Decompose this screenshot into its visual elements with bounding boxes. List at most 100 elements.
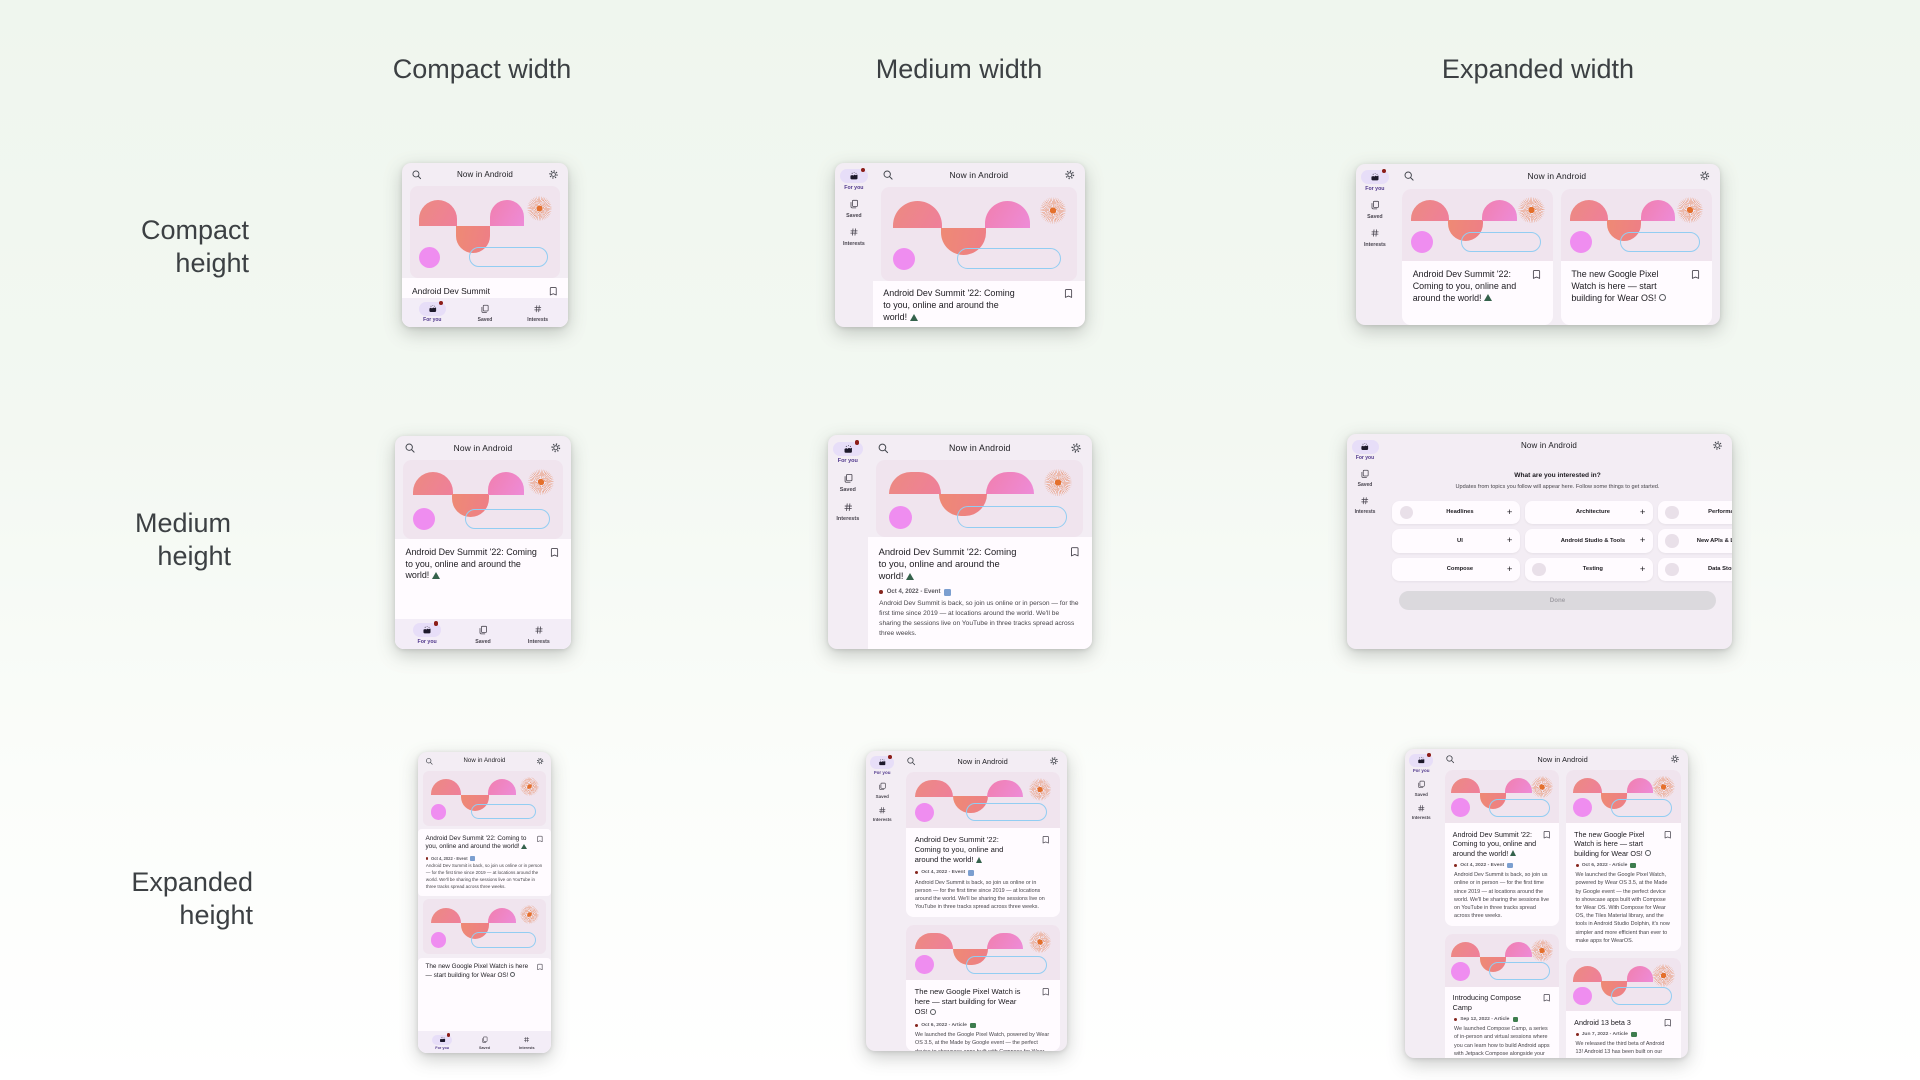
nav-item-interests[interactable]: Interests (840, 225, 868, 247)
article-card[interactable]: Android Dev Summit '22: Coming to you, o… (905, 772, 1060, 918)
nav-item-saved[interactable]: Saved (469, 623, 497, 645)
article-card[interactable]: Android Dev Summit '22: Coming to you, o… (867, 537, 1092, 649)
topic-chip-data-storage[interactable]: Data Storage+ (1657, 557, 1732, 582)
bookmark-icon[interactable] (1542, 993, 1551, 1002)
settings-gear-icon[interactable] (1712, 440, 1723, 451)
article-title: Android Dev Summit '22: Coming to you, o… (878, 546, 1017, 582)
notification-dot (860, 167, 865, 173)
topic-chip-headlines[interactable]: Headlines + (1392, 500, 1520, 525)
article-hero-image (881, 187, 1077, 281)
row-header-line: Expanded (131, 867, 253, 897)
wave-shape (487, 471, 525, 495)
nav-item-for-you[interactable]: For you (1360, 168, 1390, 192)
topic-chip-ui[interactable]: UI + (1392, 529, 1520, 553)
topic-avatar (1665, 534, 1679, 548)
topic-chip-architecture[interactable]: Architecture + (1524, 500, 1653, 525)
article-card[interactable]: Android 13 beta 3 Jun 7, 2022 - Article … (1566, 958, 1681, 1058)
article-title: Android Dev Summit '22: Coming to you, o… (405, 546, 537, 581)
nav-item-saved[interactable]: Saved (840, 197, 868, 219)
nav-item-saved[interactable]: Saved (471, 302, 498, 323)
settings-gear-icon[interactable] (1070, 442, 1082, 454)
nav-item-for-you[interactable]: For you (839, 167, 869, 191)
article-card[interactable]: Android Dev Summit '22: Coming to you, o… (872, 280, 1085, 327)
topic-chip-compose[interactable]: Compose + (1392, 557, 1520, 582)
sunburst-graphic (1530, 939, 1554, 962)
settings-gear-icon[interactable] (550, 442, 562, 454)
nav-label: Interests (872, 817, 892, 823)
outline-pill-graphic (1489, 798, 1551, 817)
nav-item-for-you[interactable]: For you (832, 440, 863, 464)
bookmark-icon[interactable] (1041, 987, 1050, 996)
settings-gear-icon[interactable] (1049, 756, 1059, 766)
follow-plus-icon[interactable]: + (1639, 563, 1646, 575)
nav-item-saved[interactable]: Saved (474, 1035, 494, 1050)
bookmark-icon[interactable] (1542, 830, 1551, 839)
search-icon[interactable] (877, 442, 889, 454)
search-icon[interactable] (411, 169, 422, 180)
article-card[interactable]: Android Dev Summit '22: Coming to you, o… (1402, 188, 1553, 325)
settings-gear-icon[interactable] (1670, 754, 1680, 764)
nav-item-for-you[interactable]: For you (412, 621, 442, 645)
article-card[interactable]: The new Google Pixel Watch is here — sta… (1566, 770, 1681, 952)
bookmark-icon[interactable] (536, 835, 544, 843)
follow-plus-icon[interactable]: + (1506, 563, 1513, 575)
nav-item-interests[interactable]: Interests (525, 623, 553, 645)
article-title: Android Dev Summit (412, 285, 490, 296)
navigation-rail: For you Saved Interests (1356, 164, 1394, 325)
bookmark-icon[interactable] (549, 547, 560, 558)
bookmark-icon[interactable] (1531, 269, 1542, 280)
follow-plus-icon[interactable]: + (1506, 535, 1513, 547)
follow-plus-icon[interactable]: + (1639, 506, 1646, 518)
topic-chip-testing[interactable]: Testing + (1524, 557, 1653, 582)
article-card[interactable]: The new Google Pixel Watch is here — sta… (1560, 188, 1712, 325)
search-icon[interactable] (1403, 170, 1415, 182)
bookmark-icon[interactable] (1063, 288, 1074, 299)
bookmark-icon[interactable] (536, 963, 544, 971)
nav-item-for-you[interactable]: For you (870, 755, 895, 775)
nav-item-interests[interactable]: Interests (524, 302, 551, 323)
nav-item-interests[interactable]: Interests (1409, 802, 1433, 820)
nav-item-for-you[interactable]: For you (418, 300, 446, 323)
topic-chip-performance[interactable]: Performance+ (1657, 500, 1732, 525)
search-icon[interactable] (1445, 754, 1455, 764)
nav-item-saved[interactable]: Saved (833, 471, 863, 493)
follow-plus-icon[interactable]: + (1506, 506, 1513, 518)
article-card[interactable]: The new Google Pixel Watch is here — sta… (905, 924, 1060, 1051)
nav-item-saved[interactable]: Saved (1409, 778, 1433, 797)
bookmark-icon[interactable] (548, 286, 559, 297)
bookmark-icon[interactable] (1069, 546, 1081, 558)
nav-item-for-you[interactable]: For you (432, 1033, 453, 1050)
search-icon[interactable] (404, 442, 416, 454)
settings-gear-icon[interactable] (1699, 170, 1711, 182)
bookmark-icon[interactable] (1041, 835, 1050, 844)
settings-gear-icon[interactable] (548, 169, 559, 180)
follow-plus-icon[interactable]: + (1639, 535, 1646, 547)
nav-item-for-you[interactable]: For you (1351, 440, 1379, 461)
nav-item-saved[interactable]: Saved (870, 780, 894, 799)
bookmark-icon[interactable] (1663, 830, 1672, 839)
bookmark-icon[interactable] (1663, 1018, 1672, 1027)
nav-item-interests[interactable]: Interests (1352, 494, 1379, 515)
wave-shape (1569, 199, 1608, 221)
done-button[interactable]: Done (1398, 590, 1717, 611)
article-card[interactable]: Android Dev Summit '22: Coming to you, o… (1444, 770, 1560, 927)
article-card[interactable]: Android Dev Summit '22: Coming to you, o… (418, 829, 551, 896)
nav-item-for-you[interactable]: For you (1409, 753, 1434, 773)
nav-item-interests[interactable]: Interests (1361, 226, 1389, 248)
topic-chip-android-studio-tools[interactable]: Android Studio & Tools + (1524, 529, 1653, 553)
settings-gear-icon[interactable] (1064, 169, 1076, 181)
nav-item-saved[interactable]: Saved (1352, 467, 1379, 488)
nav-item-saved[interactable]: Saved (1361, 198, 1389, 220)
nav-item-interests[interactable]: Interests (870, 804, 894, 822)
nav-item-interests[interactable]: Interests (833, 500, 863, 522)
top-app-bar: Now in Android (868, 435, 1092, 458)
article-meta: Oct 4, 2022 - Event (915, 870, 1050, 876)
article-card[interactable]: Introducing Compose Camp Sep 12, 2022 - … (1444, 933, 1560, 1058)
bookmark-icon[interactable] (1690, 269, 1701, 280)
search-icon[interactable] (906, 756, 916, 766)
search-icon[interactable] (882, 169, 894, 181)
search-icon[interactable] (425, 757, 433, 765)
nav-item-interests[interactable]: Interests (517, 1035, 537, 1050)
settings-gear-icon[interactable] (536, 757, 544, 765)
topic-chip-new-apis[interactable]: New APIs & Libraries+ (1657, 529, 1732, 553)
